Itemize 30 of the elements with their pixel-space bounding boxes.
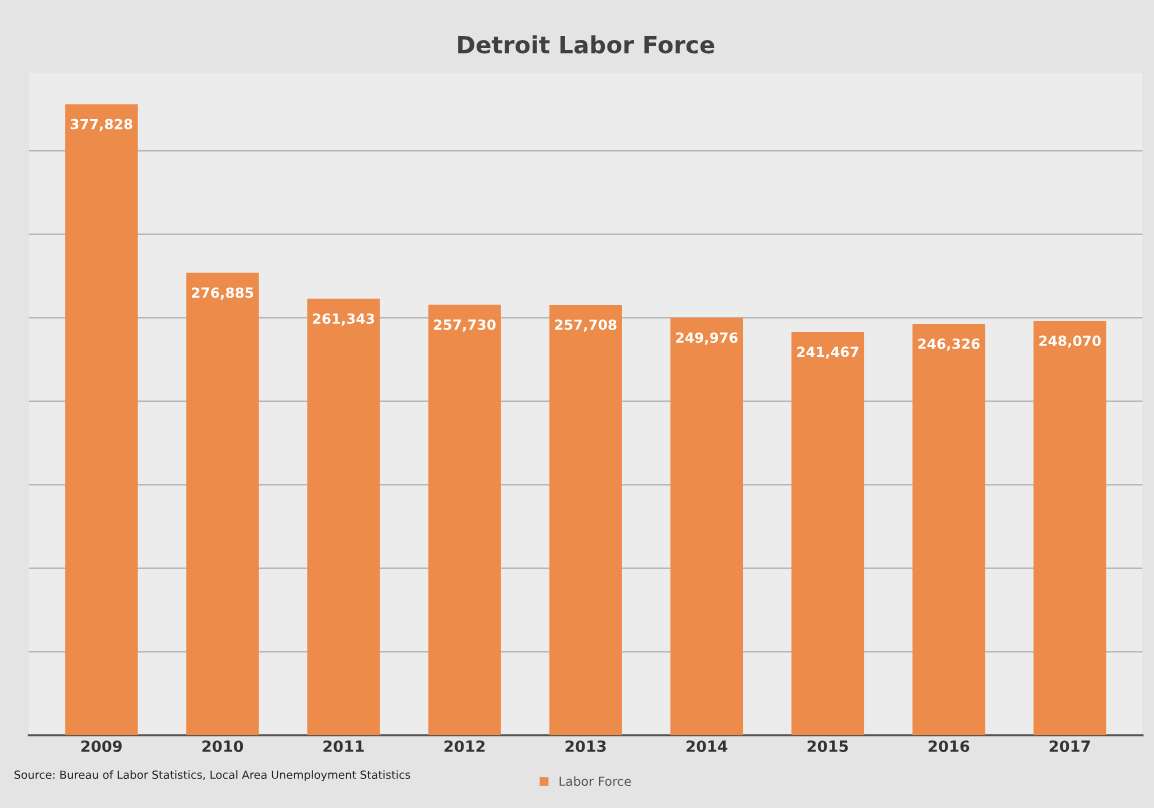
bar [670, 317, 744, 736]
data-label: 276,885 [191, 287, 254, 300]
bar [912, 323, 986, 736]
bar [791, 332, 865, 736]
data-label: 261,343 [313, 313, 375, 326]
bar [428, 304, 501, 736]
x-tick-label: 2013 [565, 740, 606, 752]
data-label: 241,467 [797, 346, 859, 359]
data-label: 257,708 [555, 319, 617, 332]
x-tick-label: 2010 [202, 740, 244, 752]
data-label: 248,070 [1039, 335, 1101, 348]
x-tick-label: 2009 [81, 740, 122, 752]
data-label: 377,828 [70, 118, 133, 132]
bar [549, 304, 622, 736]
x-tick-label: 2014 [686, 740, 728, 752]
x-tick-label: 2016 [928, 740, 970, 752]
data-label: 257,730 [434, 319, 496, 332]
bar [65, 104, 138, 736]
chart-title: Detroit Labor Force [458, 35, 715, 54]
x-tick-label: 2011 [323, 740, 364, 752]
x-tick-label: 2015 [807, 740, 848, 752]
bar [307, 298, 380, 736]
data-label: 246,326 [918, 338, 980, 351]
x-tick-label: 2017 [1049, 740, 1090, 752]
legend-label: Labor Force [559, 776, 631, 787]
data-label: 249,976 [676, 332, 738, 345]
bar [186, 272, 259, 736]
source-note: Source: Bureau of Labor Statistics, Local Area Unemployment Statistics [14, 770, 411, 782]
x-tick-label: 2012 [444, 740, 485, 752]
bar [1033, 320, 1107, 736]
